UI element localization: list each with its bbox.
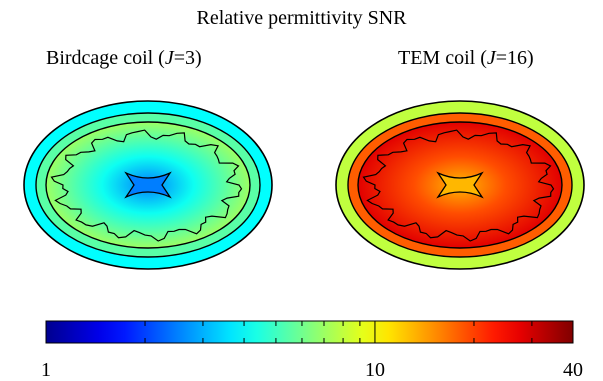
panel-title-suffix: =16) [495, 47, 534, 69]
panel-title-variable: J [164, 47, 174, 69]
colorbar-ticks [45, 321, 574, 343]
panel-title-suffix: =3) [173, 47, 202, 69]
gray-matter-contour [50, 129, 243, 242]
snr-maps [23, 100, 585, 270]
panel-title-prefix: TEM coil ( [398, 47, 487, 69]
snr-map-tem [335, 100, 585, 270]
gray-matter-contour [362, 129, 555, 242]
panel-title-prefix: Birdcage coil ( [46, 47, 165, 69]
panel-title-birdcage: Birdcage coil (J=3) [46, 48, 202, 68]
snr-map-birdcage [23, 100, 273, 270]
ventricles-contour [436, 171, 484, 199]
colorbar-tick-label: 10 [364, 359, 385, 381]
ventricles-contour [124, 171, 172, 199]
colorbar-tick-label: 40 [563, 359, 583, 381]
panel-title-variable: J [486, 47, 496, 69]
panel-title-tem: TEM coil (J=16) [398, 48, 534, 68]
figure-title: Relative permittivity SNR [196, 7, 407, 29]
colorbar-gradient [45, 320, 574, 344]
colorbar-tick-label: 1 [41, 359, 51, 381]
